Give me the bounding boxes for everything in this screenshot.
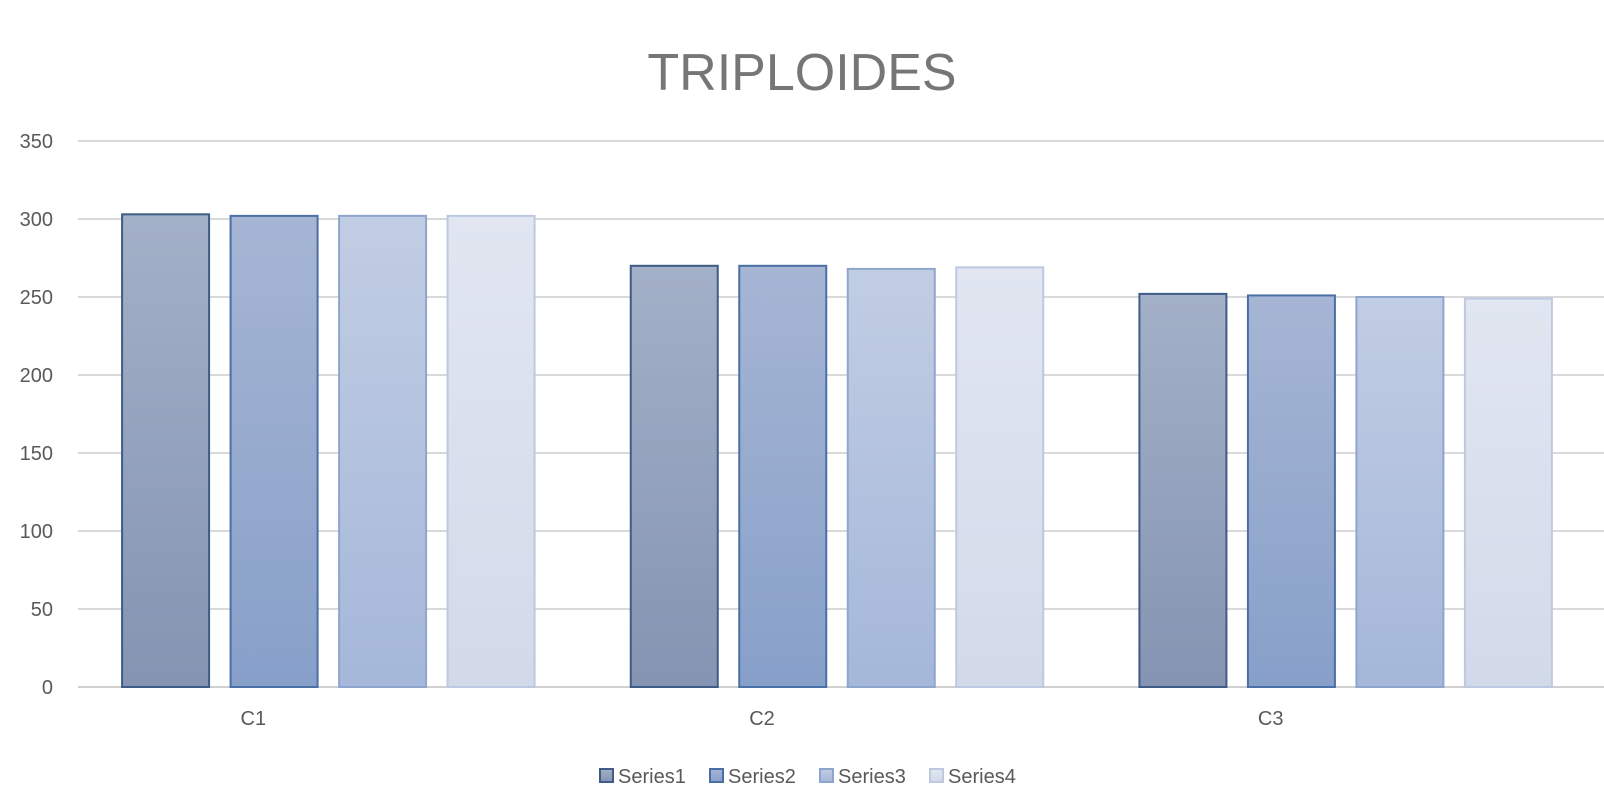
y-tick-label: 0 bbox=[42, 677, 53, 699]
y-tick-label: 350 bbox=[20, 131, 53, 153]
legend-swatch bbox=[929, 768, 944, 783]
bar-series3-c1 bbox=[338, 214, 428, 688]
y-tick-label: 50 bbox=[31, 599, 53, 621]
x-tick-label: C3 bbox=[1258, 708, 1284, 730]
x-axis-ticks: C1 C2 C3 bbox=[241, 708, 1284, 730]
bar-series2-c2 bbox=[738, 264, 828, 688]
legend: Series1 Series2 Series3 Series4 bbox=[599, 766, 1016, 788]
gridlines bbox=[78, 140, 1604, 688]
legend-label: Series1 bbox=[618, 766, 686, 788]
bar-series2-c1 bbox=[229, 214, 319, 688]
bar-series1-c1 bbox=[121, 213, 211, 688]
y-tick-label: 300 bbox=[20, 209, 53, 231]
legend-label: Series2 bbox=[728, 766, 796, 788]
y-axis-ticks: 0 50 100 150 200 250 300 350 bbox=[20, 131, 53, 699]
y-tick-label: 150 bbox=[20, 443, 53, 465]
legend-label: Series3 bbox=[838, 766, 906, 788]
y-tick-label: 200 bbox=[20, 365, 53, 387]
bar-series2-c3 bbox=[1246, 294, 1336, 688]
y-tick-label: 250 bbox=[20, 287, 53, 309]
bar-series1-c3 bbox=[1138, 292, 1228, 688]
legend-swatch bbox=[599, 768, 614, 783]
legend-label: Series4 bbox=[948, 766, 1016, 788]
x-tick-label: C1 bbox=[241, 708, 267, 730]
legend-swatch bbox=[709, 768, 724, 783]
y-tick-label: 100 bbox=[20, 521, 53, 543]
bar-series4-c2 bbox=[955, 266, 1045, 688]
bars bbox=[121, 213, 1553, 688]
bar-series4-c1 bbox=[446, 214, 536, 688]
legend-swatch bbox=[819, 768, 834, 783]
bar-series3-c3 bbox=[1355, 296, 1445, 688]
bar-series3-c2 bbox=[846, 267, 936, 688]
chart-title: TRIPLOIDES bbox=[647, 44, 956, 102]
bar-series1-c2 bbox=[629, 264, 719, 688]
bar-series4-c3 bbox=[1463, 297, 1553, 688]
x-tick-label: C2 bbox=[749, 708, 775, 730]
